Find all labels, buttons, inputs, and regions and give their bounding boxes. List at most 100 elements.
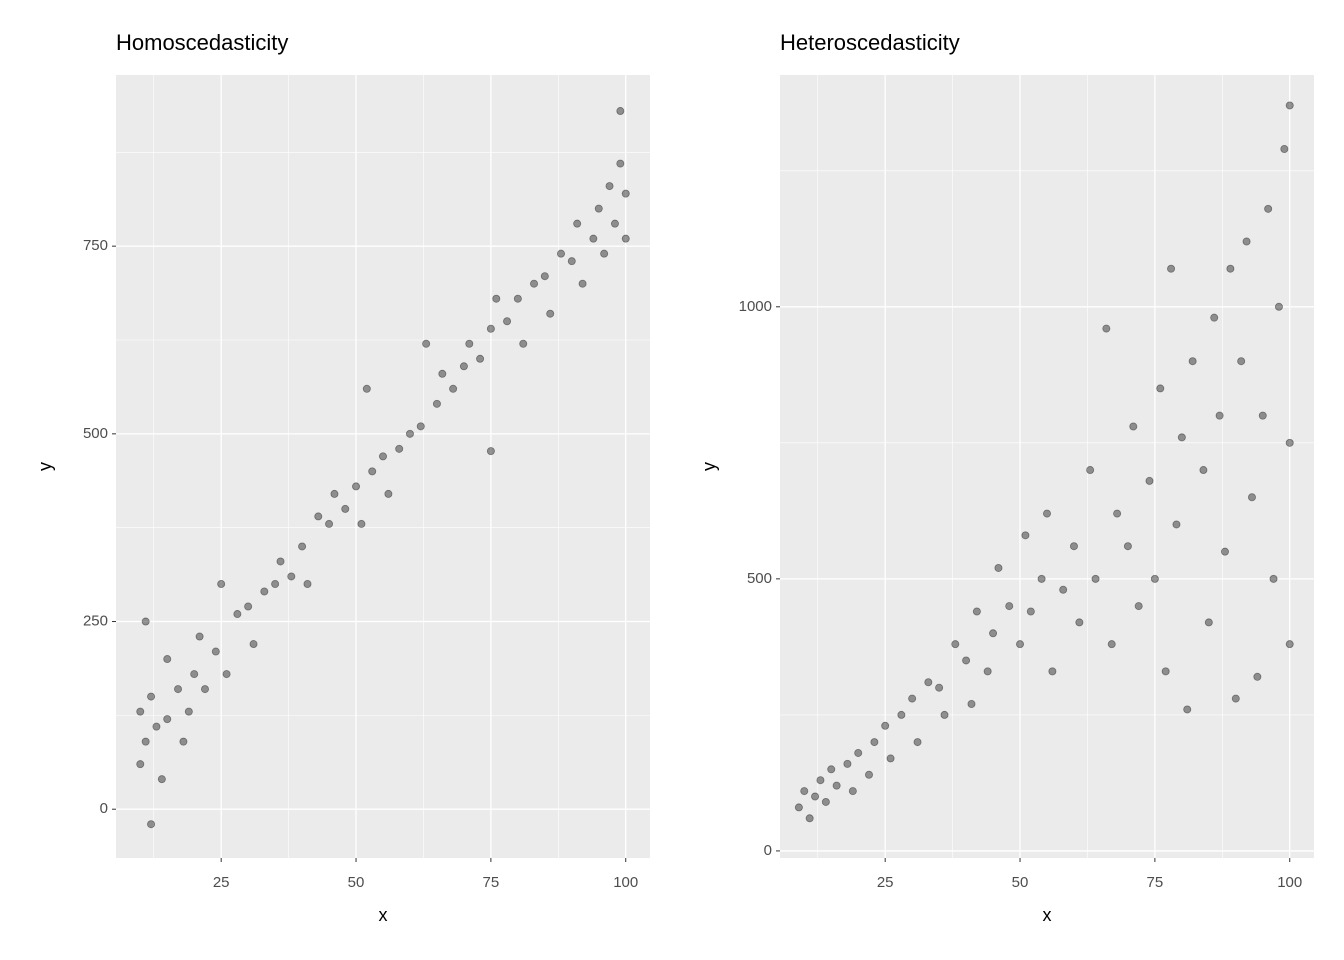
- point: [816, 776, 825, 785]
- point: [610, 219, 619, 228]
- point: [211, 647, 220, 656]
- point: [821, 797, 830, 806]
- point: [465, 339, 474, 348]
- point: [233, 610, 242, 619]
- point: [1285, 640, 1294, 649]
- point: [1113, 509, 1122, 518]
- x-axis-title: x: [1043, 905, 1052, 925]
- point: [1215, 411, 1224, 420]
- point: [1069, 542, 1078, 551]
- point: [1183, 705, 1192, 714]
- point: [908, 694, 917, 703]
- point: [1199, 466, 1208, 475]
- point: [594, 204, 603, 213]
- x-axis-title: x: [379, 905, 388, 925]
- point: [972, 607, 981, 616]
- point: [578, 279, 587, 288]
- point: [1016, 640, 1025, 649]
- point: [1285, 438, 1294, 447]
- point: [147, 820, 156, 829]
- y-tick-label: 1000: [739, 298, 772, 315]
- point: [1021, 531, 1030, 540]
- point: [827, 765, 836, 774]
- point: [1242, 237, 1251, 246]
- point: [589, 234, 598, 243]
- panel-background: [780, 75, 1314, 858]
- x-tick-label: 100: [1277, 874, 1302, 891]
- point: [600, 249, 609, 258]
- point: [476, 354, 485, 363]
- point: [1226, 264, 1235, 273]
- y-tick-label: 750: [83, 237, 108, 254]
- y-tick-label: 0: [100, 800, 108, 817]
- chart-title: Heteroscedasticity: [780, 30, 960, 55]
- point: [136, 707, 145, 716]
- point: [897, 710, 906, 719]
- point: [616, 107, 625, 116]
- point: [260, 587, 269, 596]
- point: [357, 519, 366, 528]
- point: [298, 542, 307, 551]
- point: [503, 317, 512, 326]
- y-tick-label: 250: [83, 612, 108, 629]
- point: [1285, 101, 1294, 110]
- chart-title: Homoscedasticity: [116, 30, 288, 55]
- point: [1161, 667, 1170, 676]
- point: [1280, 145, 1289, 154]
- y-axis-title: y: [699, 462, 719, 471]
- point: [1247, 493, 1256, 502]
- y-tick-label: 500: [747, 570, 772, 587]
- point: [179, 737, 188, 746]
- point: [557, 249, 566, 258]
- point: [573, 219, 582, 228]
- point: [249, 640, 258, 649]
- point: [962, 656, 971, 665]
- point: [1091, 574, 1100, 583]
- point: [567, 257, 576, 266]
- point: [800, 787, 809, 796]
- y-tick-label: 0: [764, 842, 772, 859]
- y-axis-title: y: [35, 462, 55, 471]
- point: [341, 504, 350, 513]
- x-tick-label: 50: [1012, 874, 1029, 891]
- point: [1172, 520, 1181, 529]
- point: [994, 563, 1003, 572]
- point: [951, 640, 960, 649]
- x-tick-label: 75: [483, 874, 500, 891]
- point: [1167, 264, 1176, 273]
- point: [287, 572, 296, 581]
- point: [1264, 204, 1273, 213]
- x-tick-label: 25: [877, 874, 894, 891]
- point: [141, 737, 150, 746]
- point: [1134, 602, 1143, 611]
- point: [1005, 602, 1014, 611]
- point: [405, 429, 414, 438]
- point: [832, 781, 841, 790]
- point: [1188, 357, 1197, 366]
- point: [174, 685, 183, 694]
- x-tick-label: 100: [613, 874, 638, 891]
- point: [621, 189, 630, 198]
- point: [271, 579, 280, 588]
- point: [416, 422, 425, 431]
- point: [1086, 466, 1095, 475]
- point: [546, 309, 555, 318]
- point: [1107, 640, 1116, 649]
- point: [794, 803, 803, 812]
- point: [924, 678, 933, 687]
- point: [222, 670, 231, 679]
- point: [378, 452, 387, 461]
- point: [141, 617, 150, 626]
- point: [1129, 422, 1138, 431]
- point: [1237, 357, 1246, 366]
- point: [940, 710, 949, 719]
- x-tick-label: 50: [348, 874, 365, 891]
- point: [152, 722, 161, 731]
- point: [540, 272, 549, 281]
- point: [147, 692, 156, 701]
- point: [459, 362, 468, 371]
- point: [1048, 667, 1057, 676]
- x-tick-label: 75: [1147, 874, 1164, 891]
- point: [368, 467, 377, 476]
